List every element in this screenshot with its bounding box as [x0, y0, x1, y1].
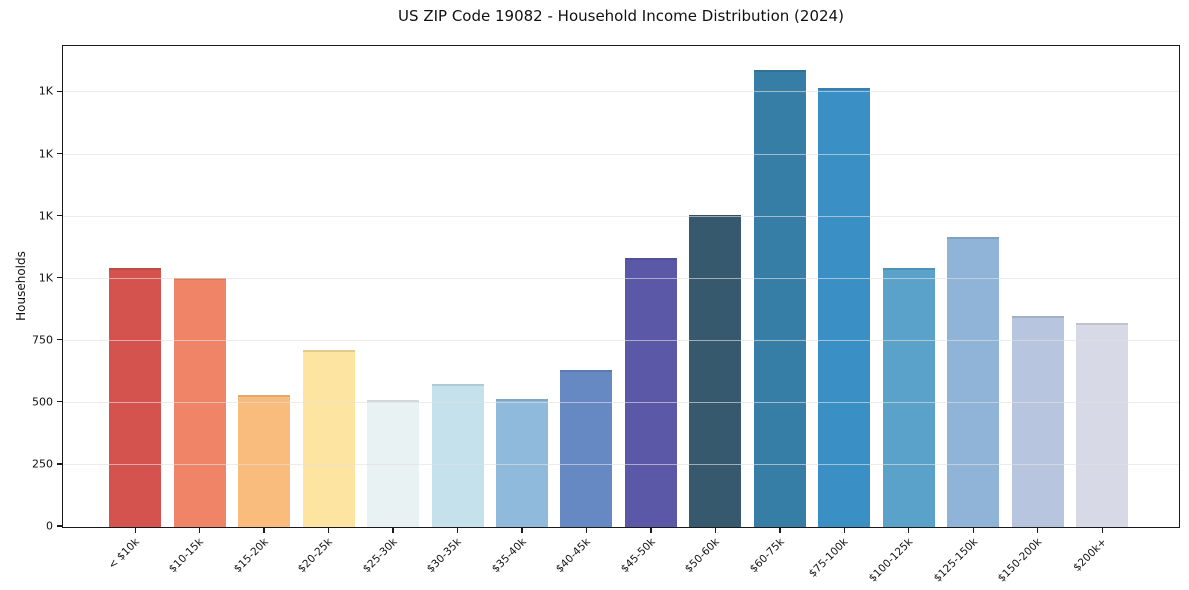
bar--10k — [109, 267, 162, 527]
bar--45-50k — [624, 257, 677, 527]
y-tick-mark — [56, 525, 62, 527]
x-tick-label: $200k+ — [1070, 536, 1109, 574]
bar--125-150k — [947, 236, 1000, 527]
bar--20-25k — [302, 350, 355, 527]
x-tick-label: < $10k — [106, 536, 142, 572]
bar--25-30k — [367, 399, 420, 527]
x-tick-label: $15-20k — [231, 536, 271, 576]
y-tick-label: 750 — [32, 333, 53, 347]
x-tick-label: $25-30k — [360, 536, 400, 576]
x-tick-label: $100-125k — [866, 536, 916, 585]
y-tick-label: 0 — [46, 519, 53, 533]
x-tick-label: $75-100k — [807, 536, 851, 580]
bar--40-45k — [560, 369, 613, 527]
x-tick-mark — [521, 528, 523, 534]
x-tick-mark — [392, 528, 394, 534]
bar--60-75k — [753, 69, 806, 527]
y-tick-mark — [56, 339, 62, 341]
x-tick-mark — [843, 528, 846, 534]
y-tick-mark — [56, 214, 62, 217]
x-tick-mark — [456, 528, 459, 534]
y-tick-label: 1K — [38, 271, 53, 285]
gridline — [63, 91, 1179, 93]
x-tick-label: $50-60k — [682, 536, 722, 576]
x-tick-mark — [1037, 528, 1039, 534]
x-tick-label: $40-45k — [553, 536, 593, 576]
x-tick-mark — [1101, 528, 1103, 534]
gridline — [63, 339, 1179, 341]
bar--50-60k — [689, 214, 742, 527]
y-tick-label: 500 — [32, 395, 53, 409]
y-tick-mark — [56, 401, 62, 403]
gridline — [63, 153, 1179, 155]
y-tick-mark — [56, 152, 62, 155]
y-axis-label: Households — [14, 251, 28, 321]
x-tick-mark — [779, 528, 781, 534]
gridline — [63, 215, 1179, 217]
x-tick-label: $45-50k — [618, 536, 658, 576]
x-tick-label: $150-200k — [995, 536, 1045, 585]
x-tick-mark — [972, 528, 974, 534]
x-tick-mark — [134, 528, 136, 534]
x-tick-label: $20-25k — [296, 536, 336, 576]
bar--100-125k — [882, 267, 935, 527]
chart-title: US ZIP Code 19082 - Household Income Dis… — [398, 7, 844, 25]
x-tick-label: $125-150k — [931, 536, 980, 585]
bar--75-100k — [818, 88, 871, 527]
y-tick-label: 1K — [38, 84, 53, 98]
x-tick-mark — [263, 528, 265, 534]
bar--200k+ — [1076, 323, 1129, 527]
y-tick-label: 250 — [32, 457, 53, 471]
x-tick-label: $60-75k — [747, 536, 787, 576]
x-tick-mark — [908, 528, 910, 534]
x-tick-mark — [650, 528, 652, 534]
x-tick-mark — [714, 528, 717, 534]
bar--30-35k — [431, 383, 484, 527]
bar--150-200k — [1011, 316, 1064, 527]
bar--35-40k — [496, 399, 549, 527]
y-tick-mark — [56, 277, 62, 279]
gridline — [63, 277, 1179, 279]
y-tick-label: 1K — [38, 147, 53, 161]
gridline — [63, 463, 1179, 465]
y-tick-label: 1K — [38, 209, 53, 223]
x-tick-mark — [327, 528, 330, 534]
x-tick-mark — [585, 528, 588, 534]
x-tick-label: $35-40k — [489, 536, 529, 576]
gridline — [63, 401, 1179, 403]
plot-area: < $10k $10-15k $15-20k $20-25k $25-30k $30-35… — [32, 45, 1180, 585]
x-tick-mark — [199, 528, 201, 534]
y-tick-mark — [56, 463, 62, 465]
x-tick-label: $10-15k — [167, 536, 207, 576]
bar--15-20k — [238, 395, 291, 527]
x-tick-label: $30-35k — [424, 536, 465, 576]
y-tick-mark — [56, 90, 62, 93]
